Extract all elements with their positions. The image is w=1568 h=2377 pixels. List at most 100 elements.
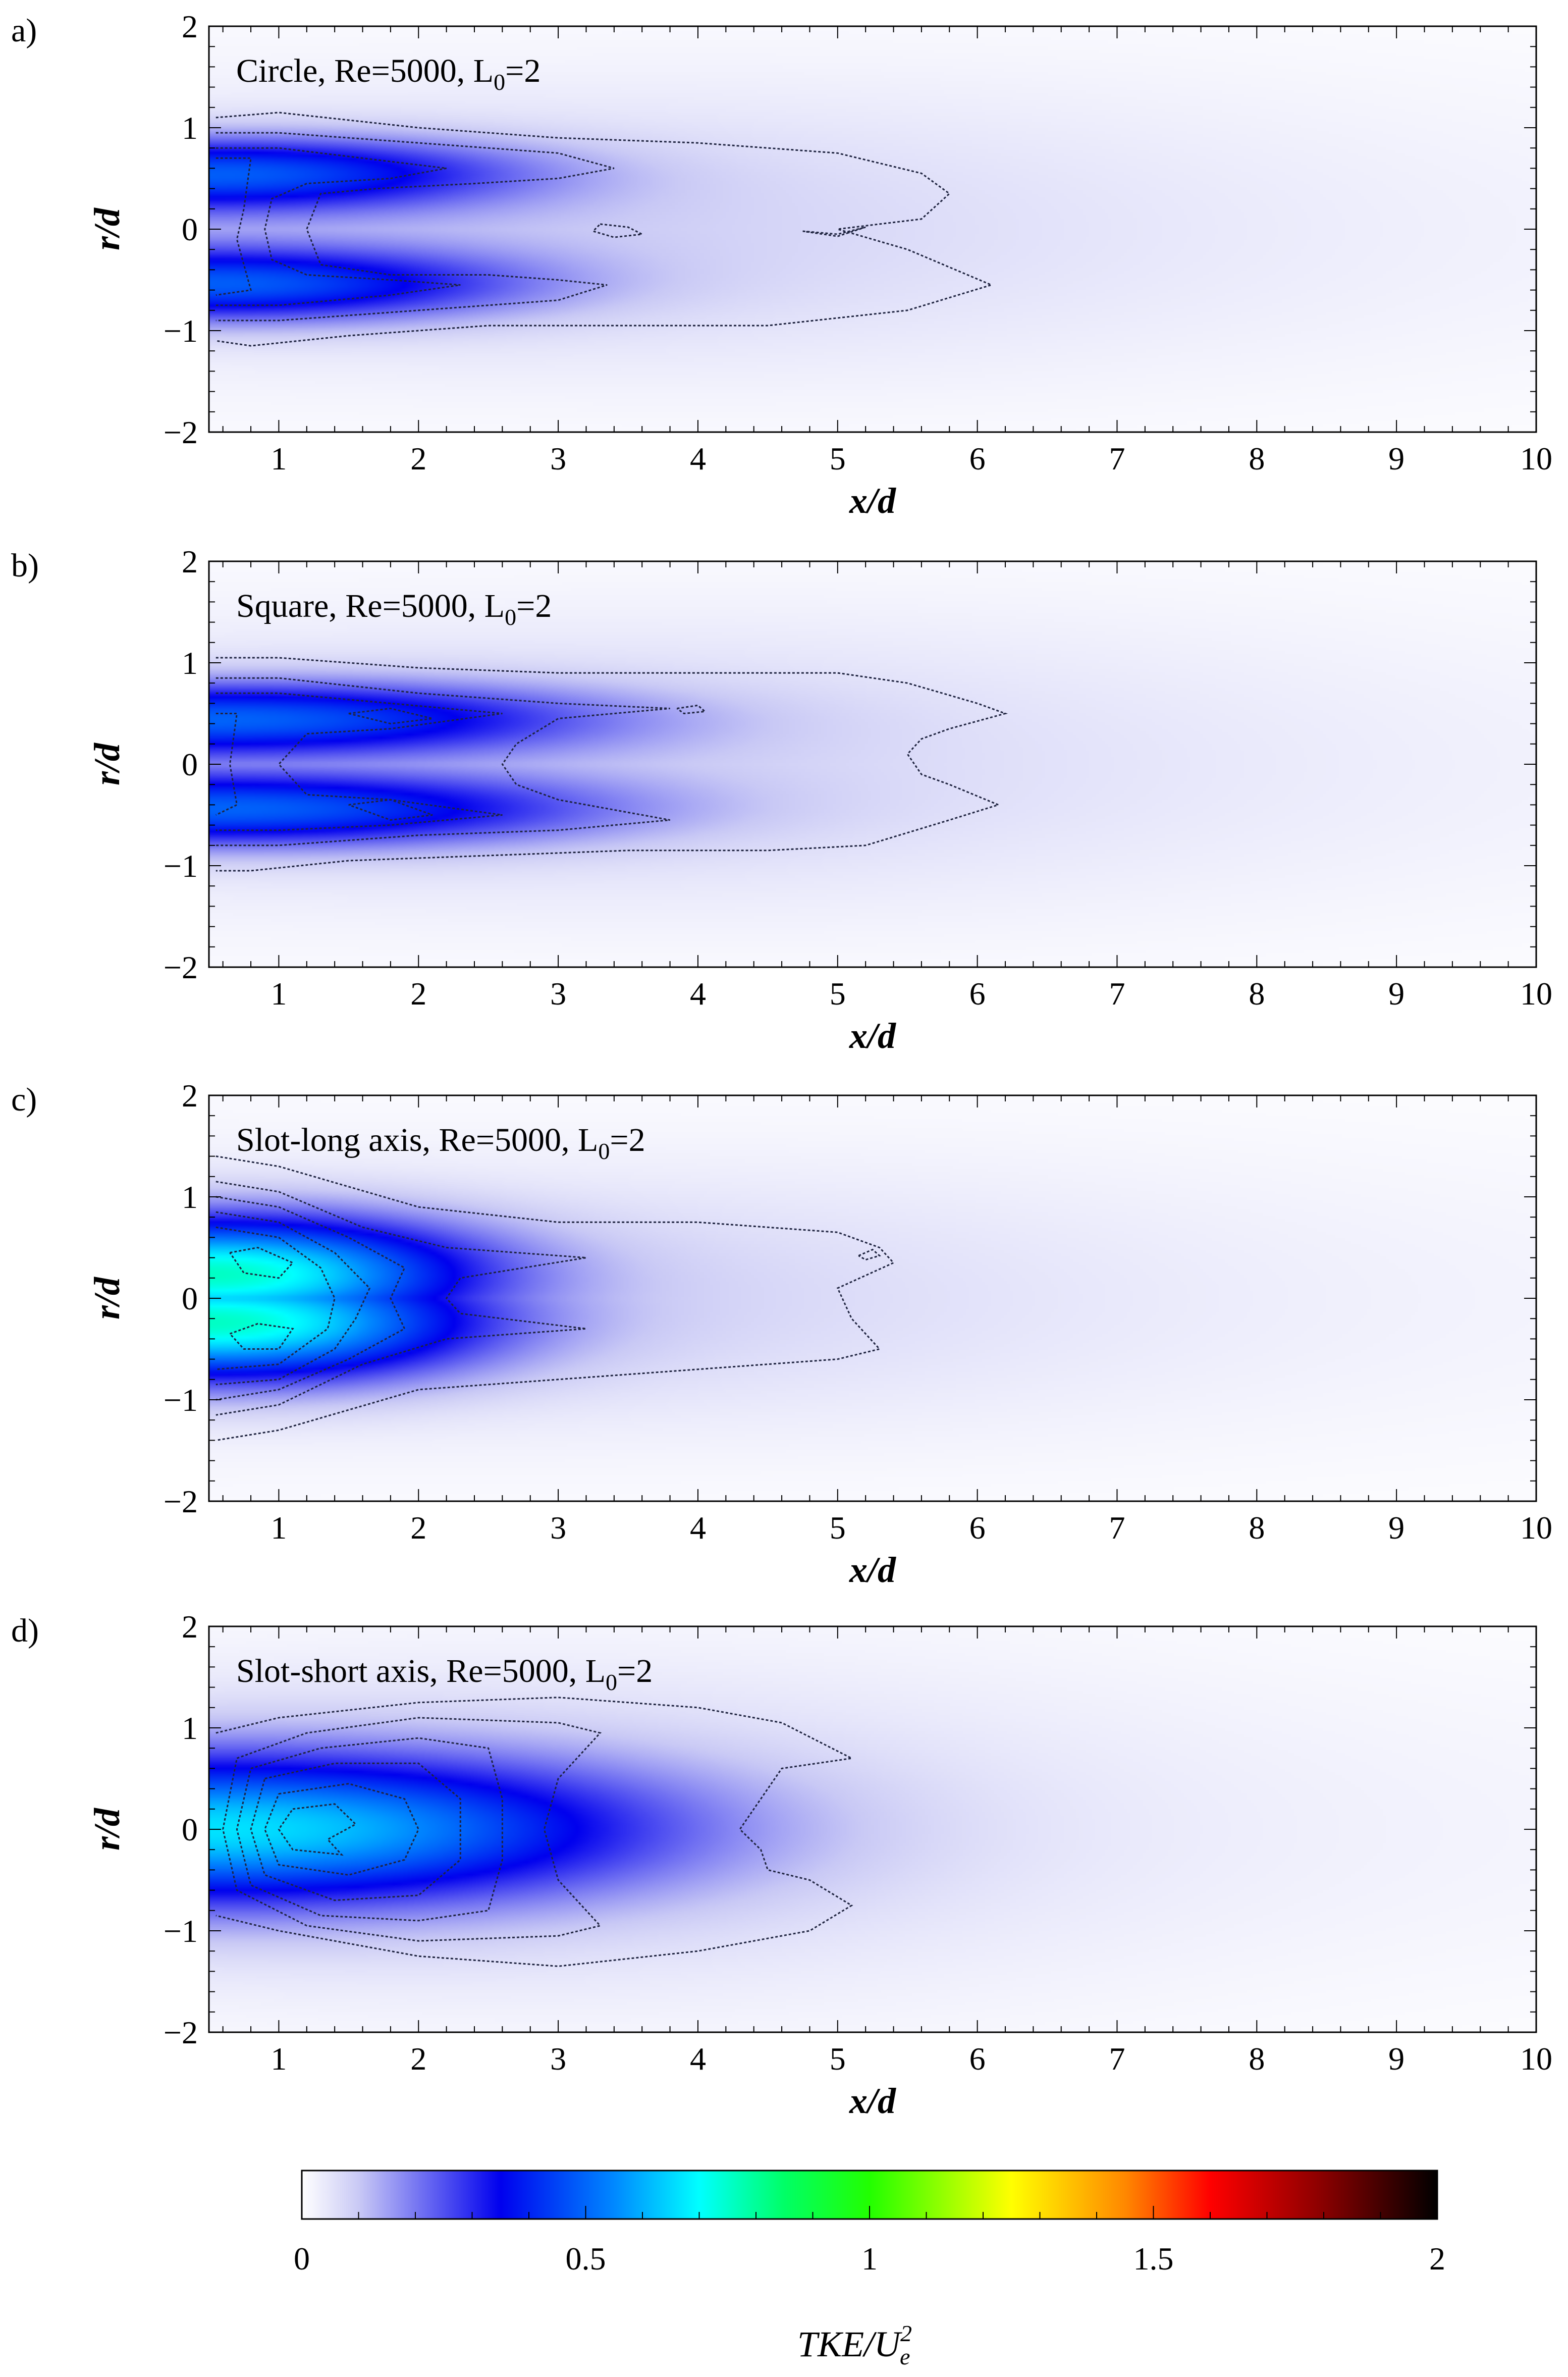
x-tick-label: 5 <box>830 1510 846 1546</box>
x-tick-label: 2 <box>410 976 426 1012</box>
x-tick-label: 4 <box>690 441 706 477</box>
x-tick-label: 8 <box>1249 2041 1265 2077</box>
y-tick-label: −2 <box>164 949 198 985</box>
x-tick-label: 3 <box>550 441 566 477</box>
contour-line <box>229 1323 294 1350</box>
contour-line <box>215 1697 854 1967</box>
x-tick-label: 6 <box>969 976 986 1012</box>
x-axis-title: x/d <box>849 1550 896 1590</box>
panel-title: Square, Re=5000, L0=2 <box>236 588 552 630</box>
contour-line <box>215 112 994 347</box>
heatmap-field <box>209 1626 1536 2032</box>
contours <box>215 1155 895 1441</box>
x-tick-label: 6 <box>969 441 986 477</box>
contour-line <box>676 704 707 715</box>
x-tick-label: 3 <box>550 976 566 1012</box>
contour-line <box>215 1196 406 1401</box>
x-tick-label: 4 <box>690 2041 706 2077</box>
contour-line <box>264 1783 419 1876</box>
x-tick-label: 7 <box>1109 441 1125 477</box>
y-axis-title: r/d <box>87 207 127 250</box>
contour-line <box>229 1246 294 1279</box>
colorbar-tick-label: 1.5 <box>1133 2241 1174 2277</box>
x-tick-label: 3 <box>550 1510 566 1546</box>
contour-line <box>222 1717 602 1942</box>
y-tick-label: 2 <box>182 1609 198 1645</box>
x-tick-label: 10 <box>1520 1510 1552 1546</box>
panel-title: Slot-short axis, Re=5000, L0=2 <box>236 1653 653 1695</box>
y-tick-label: 1 <box>182 1179 198 1215</box>
contour-line <box>215 713 238 816</box>
x-tick-label: 1 <box>271 976 287 1012</box>
y-axis-title: r/d <box>87 1277 127 1319</box>
colorbar: 0 0.5 1 1.5 2 TKE/U2 e <box>294 2170 1445 2369</box>
x-tick-label: 5 <box>830 2041 846 2077</box>
colorbar-ticks: 0 0.5 1 1.5 2 <box>294 2206 1445 2277</box>
y-axis-title: r/d <box>87 1808 127 1851</box>
panel-title: Circle, Re=5000, L0=2 <box>236 52 540 95</box>
y-tick-label: 0 <box>182 747 198 782</box>
panel-label: c) <box>11 1081 37 1118</box>
x-tick-label: 8 <box>1249 976 1265 1012</box>
x-tick-label: 2 <box>410 2041 426 2077</box>
axis-ticks <box>209 1626 1537 2033</box>
y-axis-title: r/d <box>87 743 127 785</box>
y-tick-label: 0 <box>182 1281 198 1316</box>
x-tick-label: 2 <box>410 441 426 477</box>
contour-line <box>215 677 670 847</box>
x-tick-label: 4 <box>690 1510 706 1546</box>
contour-line <box>215 147 461 306</box>
x-tick-label: 7 <box>1109 2041 1125 2077</box>
y-tick-label: −1 <box>164 313 198 349</box>
x-tick-label: 10 <box>1520 2041 1552 2077</box>
x-tick-label: 5 <box>830 976 846 1012</box>
panel-label: b) <box>11 547 39 584</box>
contour-line <box>215 157 252 296</box>
x-tick-label: 6 <box>969 1510 986 1546</box>
axis-ticks <box>209 1095 1537 1502</box>
x-tick-label: 2 <box>410 1510 426 1546</box>
y-tick-label: 0 <box>182 1812 198 1847</box>
panel-title: Slot-long axis, Re=5000, L0=2 <box>236 1122 645 1164</box>
y-tick-label: 2 <box>182 9 198 44</box>
x-tick-label: 9 <box>1388 1510 1404 1546</box>
y-tick-label: −2 <box>164 2015 198 2050</box>
heatmap-field <box>209 26 1536 432</box>
heatmap-field <box>209 1095 1536 1501</box>
x-tick-label: 6 <box>969 2041 986 2077</box>
x-tick-label: 4 <box>690 976 706 1012</box>
panel-label: d) <box>11 1612 39 1649</box>
y-tick-label: 0 <box>182 212 198 247</box>
y-tick-label: 2 <box>182 1078 198 1114</box>
x-axis-title: x/d <box>849 2081 896 2121</box>
y-tick-label: −2 <box>164 1484 198 1519</box>
x-tick-label: 9 <box>1388 976 1404 1012</box>
x-tick-label: 7 <box>1109 1510 1125 1546</box>
contour-line <box>236 1737 503 1922</box>
y-tick-label: −1 <box>164 1913 198 1949</box>
x-tick-label: 7 <box>1109 976 1125 1012</box>
x-tick-label: 8 <box>1249 1510 1265 1546</box>
contour-line <box>858 1248 881 1261</box>
x-tick-label: 5 <box>830 441 846 477</box>
y-tick-label: −1 <box>164 848 198 884</box>
colorbar-tick-label: 2 <box>1429 2241 1445 2277</box>
x-tick-label: 1 <box>271 1510 287 1546</box>
x-tick-label: 1 <box>271 441 287 477</box>
contour-line <box>215 132 615 322</box>
contours <box>215 657 1008 872</box>
x-tick-label: 1 <box>271 2041 287 2077</box>
colorbar-title: TKE/U2 e <box>797 2320 912 2369</box>
contour-line <box>215 1181 586 1416</box>
contour-line <box>215 1211 371 1386</box>
y-tick-label: 1 <box>182 110 198 146</box>
contour-line <box>278 1803 357 1856</box>
y-tick-label: −2 <box>164 414 198 450</box>
x-tick-label: 9 <box>1388 441 1404 477</box>
y-tick-label: −1 <box>164 1382 198 1418</box>
heatmap-field <box>209 561 1536 967</box>
